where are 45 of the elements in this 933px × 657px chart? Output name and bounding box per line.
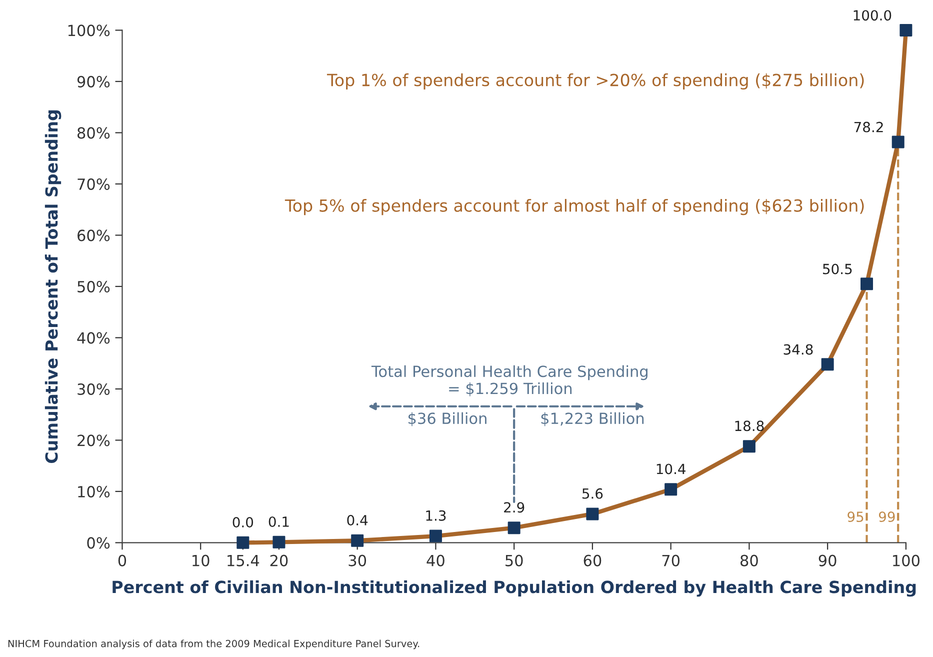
y-tick-label: 20%: [78, 434, 110, 446]
annotation: $1,223 Billion: [541, 412, 644, 426]
x-tick-label: 90: [818, 554, 836, 566]
data-label: 100.0: [854, 10, 892, 21]
y-tick-label: 60%: [78, 230, 110, 242]
annotation: Top 1% of spenders account for >20% of spending ($275 billion): [326, 73, 864, 90]
data-label: 18.8: [735, 420, 764, 432]
data-label: 50.5: [823, 264, 852, 274]
ref-line-label: 99: [878, 512, 895, 522]
annotation: $36 Billion: [408, 412, 486, 426]
x-tick-label: 40: [426, 554, 444, 566]
x-tick-label: 10: [192, 554, 210, 566]
annotation: Total Personal Health Care Spending = $1.259 Trillion: [371, 365, 648, 396]
y-tick-label: 90%: [77, 76, 110, 88]
data-label: 1.3: [426, 510, 446, 521]
x-tick-label: 0: [118, 554, 126, 566]
data-label: 2.9: [504, 502, 524, 513]
y-axis-title: Cumulative Percent of Total Spending: [44, 110, 62, 464]
y-tick-label: 0%: [87, 537, 110, 549]
y-tick-label: 100%: [68, 24, 110, 36]
x-tick-label: 20: [270, 554, 288, 566]
y-tick-label: 70%: [78, 178, 110, 190]
x-tick-label: 80: [740, 554, 758, 566]
data-label: 10.4: [656, 464, 686, 474]
data-label: 5.6: [582, 488, 603, 499]
x-tick-label: 60: [584, 554, 602, 566]
y-tick-label: 50%: [78, 280, 110, 292]
x-tick-label: 15.4: [228, 554, 260, 566]
y-tick-label: 40%: [77, 332, 110, 344]
text: NIHCM Foundation analysis of data from the 2009 Medical Expenditure Panel Survey.: [8, 640, 420, 650]
annotation: Top 5% of spenders account for almost half of spending ($623 billion): [284, 198, 864, 216]
data-label: 0.0: [232, 516, 254, 528]
x-tick-label: 30: [348, 554, 366, 566]
y-tick-label: 10%: [78, 486, 110, 498]
y-tick-label: 80%: [77, 127, 110, 139]
data-label: 78.2: [854, 122, 883, 132]
ref-line-label: 95: [848, 512, 864, 522]
x-axis-title: Percent of Civilian Non-Institutionalized Population Ordered by Health Care Spending: [112, 580, 916, 597]
x-tick-label: 50: [506, 554, 523, 566]
data-label: 0.1: [268, 516, 289, 527]
y-tick-label: 30%: [78, 383, 110, 395]
data-label: 34.8: [784, 344, 813, 355]
data-label: 0.4: [347, 514, 368, 526]
x-tick-label: 70: [662, 554, 680, 566]
x-tick-label: 100: [893, 554, 920, 566]
